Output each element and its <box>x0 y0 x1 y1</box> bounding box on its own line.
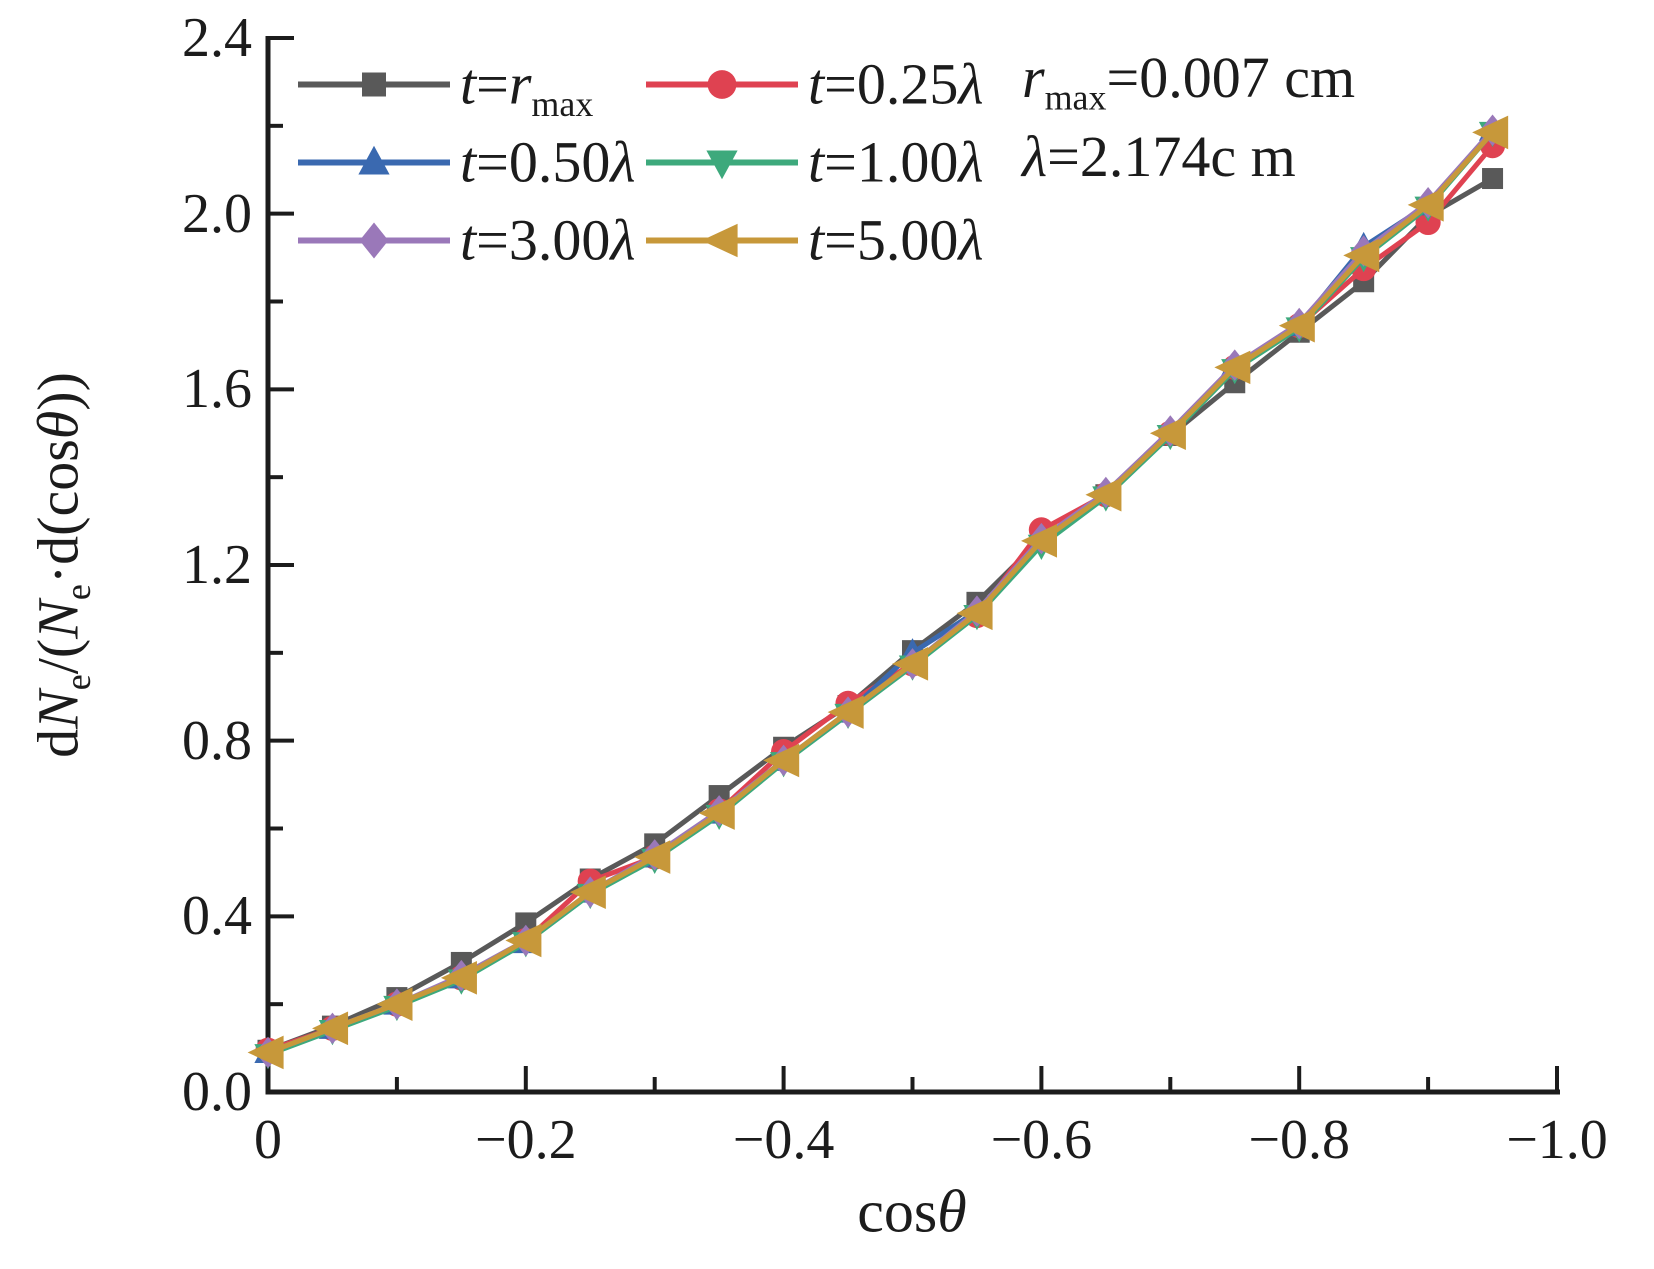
y-tick-label: 0.8 <box>182 709 252 772</box>
legend-swatch-triangle-up <box>298 145 450 174</box>
legend-item: t=rmax <box>298 51 594 125</box>
legend-swatch-circle <box>646 69 798 99</box>
legend-label: t=3.00λ <box>460 207 636 273</box>
legend-label: t=1.00λ <box>808 129 984 195</box>
legend-item: t=0.25λ <box>646 51 983 118</box>
legend-label: t=5.00λ <box>808 207 984 273</box>
legend-swatch-diamond <box>298 222 450 258</box>
x-tick-label: 0 <box>254 1109 282 1171</box>
annotation-lambda: λ=2.174c m <box>1022 124 1296 189</box>
y-tick-label: 1.6 <box>182 358 252 421</box>
y-tick-label: 2.0 <box>182 182 252 245</box>
legend-swatch-square <box>298 72 450 96</box>
x-tick-label: −0.6 <box>990 1109 1093 1171</box>
legend-item: t=0.50λ <box>298 129 635 196</box>
y-tick-label: 0.4 <box>182 885 252 948</box>
annotation-rmax: rmax=0.007 cm <box>1022 45 1356 118</box>
y-tick-label: 0.0 <box>182 1061 252 1123</box>
y-axis-label: dNe/(Ne·d(cosθ)) <box>25 372 99 758</box>
legend-swatch-triangle-left <box>646 223 798 257</box>
x-axis-label: cosθ <box>857 1178 967 1245</box>
legend-item: t=5.00λ <box>646 207 983 274</box>
y-tick-label: 1.2 <box>182 534 252 596</box>
x-tick-label: −0.4 <box>732 1109 835 1171</box>
legend-label: t=0.25λ <box>808 51 984 117</box>
x-tick-label: −0.8 <box>1248 1109 1350 1171</box>
legend-label: t=rmax <box>460 51 594 125</box>
x-tick-label: −1.0 <box>1506 1109 1608 1171</box>
y-tick-label: 2.4 <box>182 7 252 69</box>
legend-item: t=3.00λ <box>298 207 635 274</box>
x-tick-label: −0.2 <box>475 1109 577 1171</box>
legend-swatch-triangle-down <box>646 150 798 179</box>
legend-label: t=0.50λ <box>460 129 636 195</box>
annotation-block: rmax=0.007 cm λ=2.174c m <box>1022 38 1355 196</box>
legend-item: t=1.00λ <box>646 129 983 196</box>
